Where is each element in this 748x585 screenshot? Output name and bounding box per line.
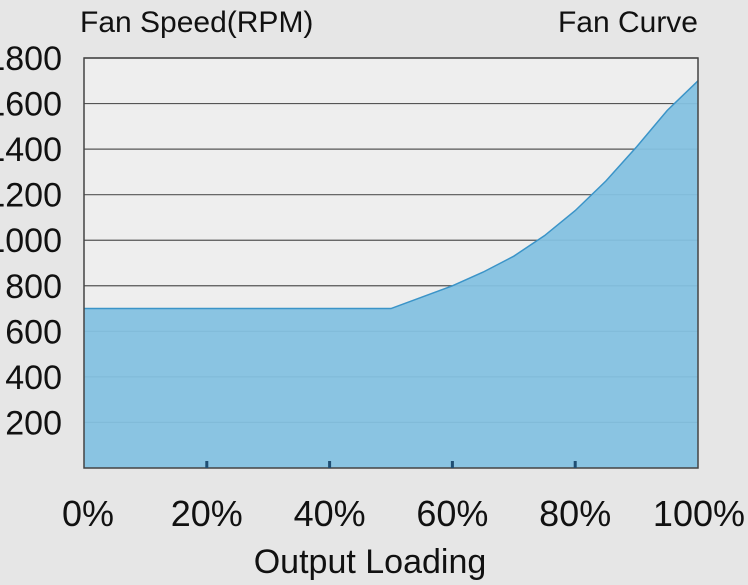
data-point bbox=[452, 285, 453, 286]
x-tick-label: 60% bbox=[416, 493, 488, 534]
y-tick-label: 1200 bbox=[0, 177, 62, 215]
x-tick-labels: 0% 20% 40% 60% 80% 100% bbox=[62, 493, 745, 534]
data-point bbox=[268, 308, 269, 309]
y-tick-label: 800 bbox=[5, 268, 62, 306]
x-tick-label: 20% bbox=[171, 493, 243, 534]
y-tick-label: 600 bbox=[5, 313, 62, 351]
data-layer bbox=[84, 80, 699, 469]
data-point bbox=[513, 256, 514, 257]
x-tick-label: 80% bbox=[539, 493, 611, 534]
data-point bbox=[421, 297, 422, 298]
y-tick-label: 1800 bbox=[0, 40, 62, 78]
x-tick-label: 100% bbox=[653, 493, 745, 534]
y-tick-label: 1000 bbox=[0, 222, 62, 260]
data-point bbox=[575, 210, 576, 211]
y-tick-label: 200 bbox=[5, 404, 62, 442]
y-axis-label: Fan Speed(RPM) bbox=[80, 6, 313, 39]
y-tick-label: 400 bbox=[5, 359, 62, 397]
data-point bbox=[605, 181, 606, 182]
data-point bbox=[636, 146, 637, 147]
area-fill bbox=[84, 80, 698, 469]
data-point bbox=[391, 308, 392, 309]
x-axis-label: Output Loading bbox=[254, 543, 487, 581]
fan-curve-line bbox=[84, 80, 699, 310]
y-tick-label: 1600 bbox=[0, 86, 62, 124]
x-tick-label: 0% bbox=[62, 493, 114, 534]
data-point bbox=[483, 272, 484, 273]
data-point bbox=[544, 235, 545, 236]
axes bbox=[83, 57, 699, 469]
data-point bbox=[206, 308, 207, 309]
y-tick-label: 1400 bbox=[0, 131, 62, 169]
chart-title: Fan Curve bbox=[558, 6, 698, 39]
data-point bbox=[145, 308, 146, 309]
data-point bbox=[329, 308, 330, 309]
plot-frame bbox=[83, 57, 699, 469]
y-tick-labels: 200 400 600 800 1000 1200 1400 1600 1800 bbox=[0, 40, 62, 442]
data-point bbox=[667, 110, 668, 111]
x-tick-label: 40% bbox=[294, 493, 366, 534]
